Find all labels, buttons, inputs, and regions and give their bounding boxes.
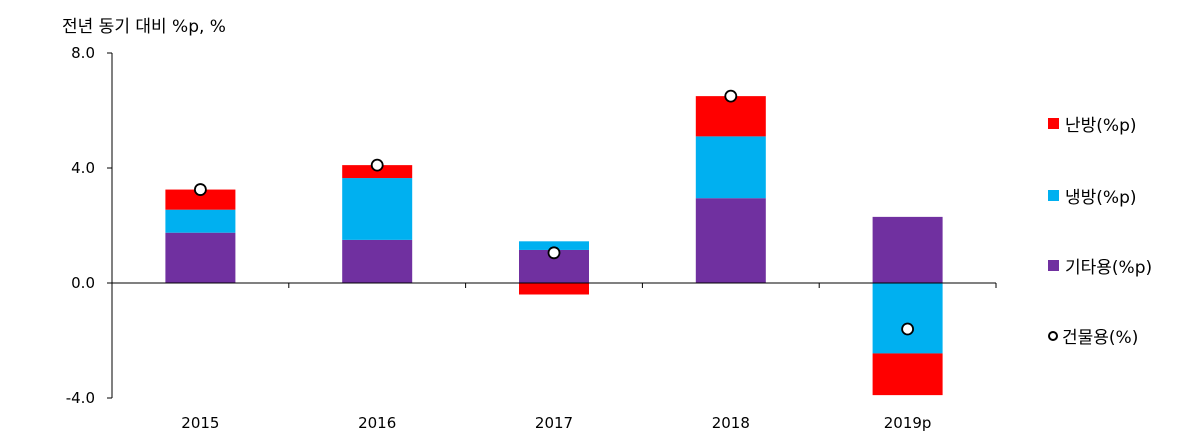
bar-segment bbox=[342, 239, 413, 283]
total-marker bbox=[370, 158, 384, 172]
legend-swatch-heating bbox=[1048, 118, 1059, 129]
bar-segment bbox=[695, 96, 766, 137]
bar-segment bbox=[342, 165, 413, 179]
bar-segment bbox=[165, 209, 236, 233]
y-axis-unit-label: 전년 동기 대비 %p, % bbox=[62, 17, 226, 37]
bar-segment bbox=[872, 283, 943, 354]
x-tick-label: 2017 bbox=[535, 414, 573, 432]
bar-segment bbox=[872, 216, 943, 283]
total-marker bbox=[901, 322, 914, 336]
legend-item-other: 기타용(%p) bbox=[1048, 253, 1152, 278]
x-tick-label: 2018 bbox=[712, 414, 750, 432]
bar-segment bbox=[342, 178, 413, 240]
x-tick-label: 2019p bbox=[884, 414, 932, 432]
legend-item-cooling: 냉방(%p) bbox=[1048, 183, 1137, 208]
y-tick-label: -4.0 bbox=[66, 389, 95, 407]
total-marker bbox=[724, 89, 738, 103]
y-tick-label: 8.0 bbox=[71, 44, 95, 62]
y-tick-label: 4.0 bbox=[71, 159, 95, 177]
legend-label-cooling: 냉방(%p) bbox=[1065, 188, 1137, 208]
bar-segment bbox=[165, 189, 236, 210]
chart-legend: 난방(%p) 냉방(%p) 기타용(%p) 건물용(%) bbox=[1048, 0, 1198, 440]
bar-segment bbox=[695, 136, 766, 199]
total-marker bbox=[193, 183, 207, 196]
legend-item-building: 건물용(%) bbox=[1048, 323, 1138, 348]
legend-marker-building bbox=[1048, 330, 1058, 341]
legend-item-heating: 난방(%p) bbox=[1048, 111, 1137, 136]
bar-segment bbox=[872, 353, 943, 396]
total-marker bbox=[547, 246, 561, 260]
legend-label-building: 건물용(%) bbox=[1062, 328, 1139, 348]
bar-segment bbox=[165, 232, 236, 283]
bar-segment bbox=[519, 241, 589, 250]
legend-label-other: 기타용(%p) bbox=[1065, 258, 1153, 278]
y-tick-label: 0.0 bbox=[71, 274, 95, 292]
x-tick-label: 2016 bbox=[358, 414, 396, 432]
legend-swatch-other bbox=[1048, 260, 1059, 271]
legend-label-heating: 난방(%p) bbox=[1065, 116, 1137, 136]
bar-segment bbox=[519, 283, 589, 295]
x-tick-label: 2015 bbox=[181, 414, 219, 432]
legend-swatch-cooling bbox=[1048, 190, 1059, 201]
bar-segment bbox=[695, 198, 766, 283]
